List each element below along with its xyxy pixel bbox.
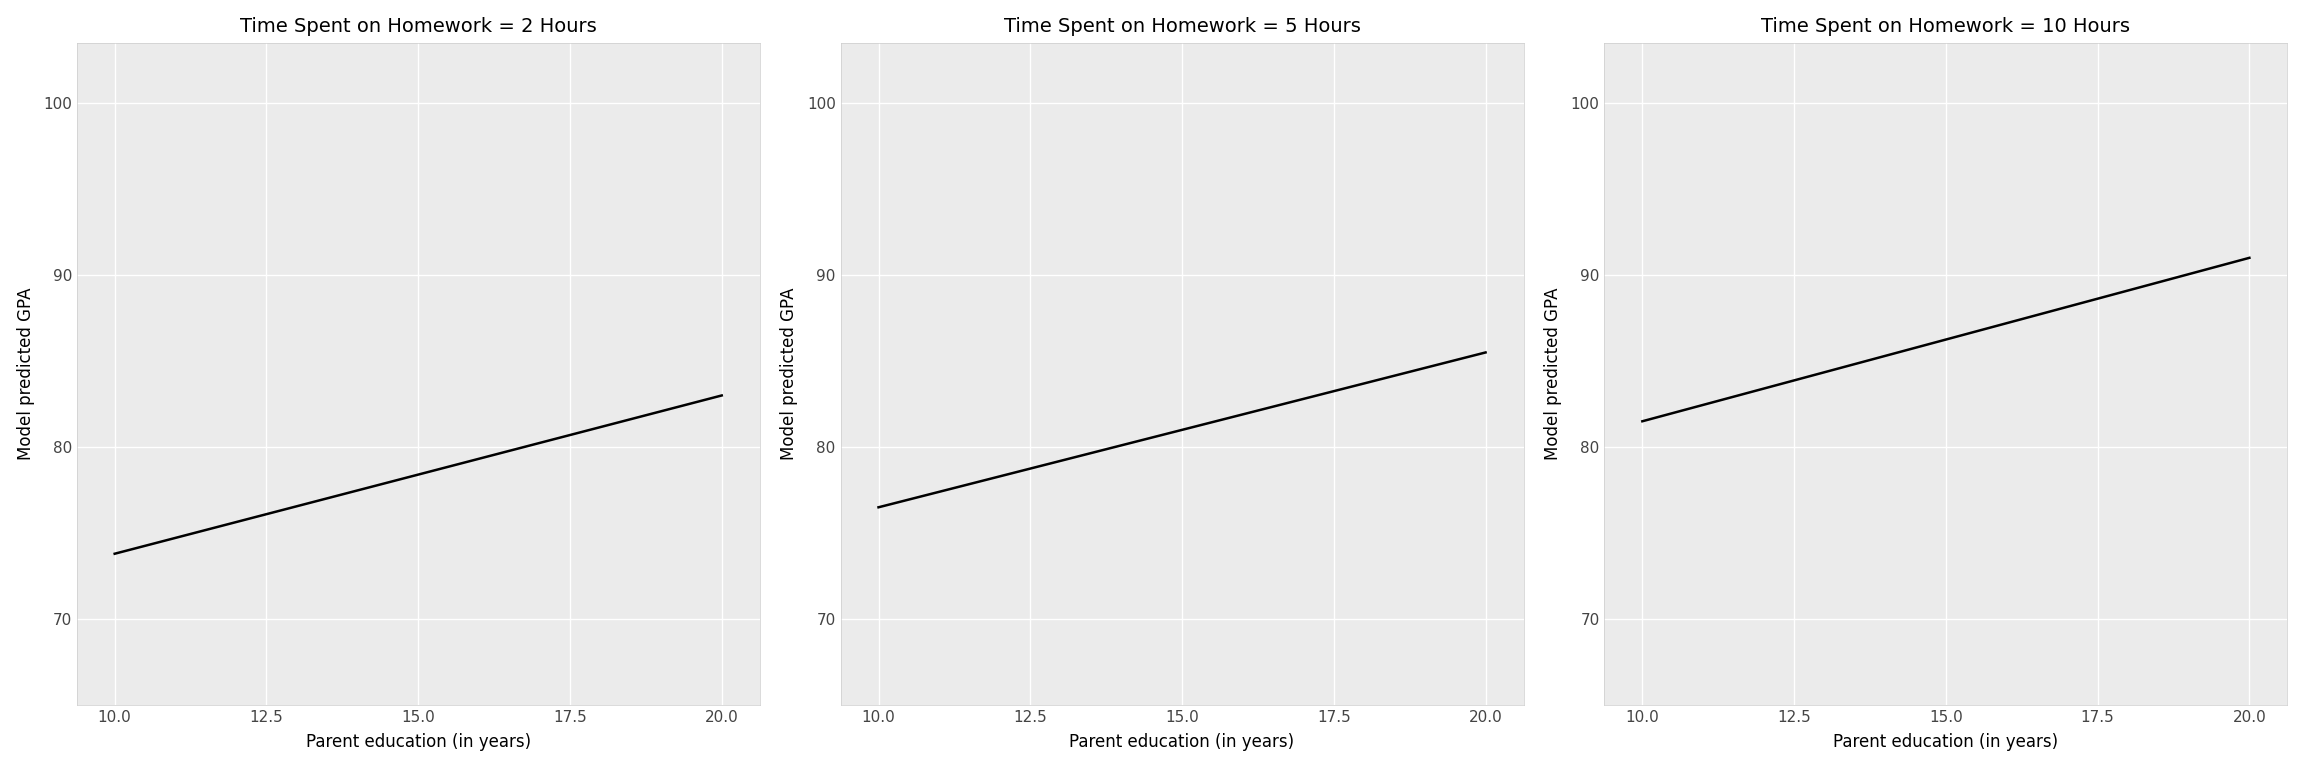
X-axis label: Parent education (in years): Parent education (in years) xyxy=(1069,733,1295,751)
Y-axis label: Model predicted GPA: Model predicted GPA xyxy=(781,288,799,460)
Y-axis label: Model predicted GPA: Model predicted GPA xyxy=(16,288,35,460)
Y-axis label: Model predicted GPA: Model predicted GPA xyxy=(1544,288,1562,460)
X-axis label: Parent education (in years): Parent education (in years) xyxy=(306,733,530,751)
X-axis label: Parent education (in years): Parent education (in years) xyxy=(1834,733,2057,751)
Title: Time Spent on Homework = 2 Hours: Time Spent on Homework = 2 Hours xyxy=(240,17,597,35)
Title: Time Spent on Homework = 5 Hours: Time Spent on Homework = 5 Hours xyxy=(1005,17,1359,35)
Title: Time Spent on Homework = 10 Hours: Time Spent on Homework = 10 Hours xyxy=(1760,17,2131,35)
